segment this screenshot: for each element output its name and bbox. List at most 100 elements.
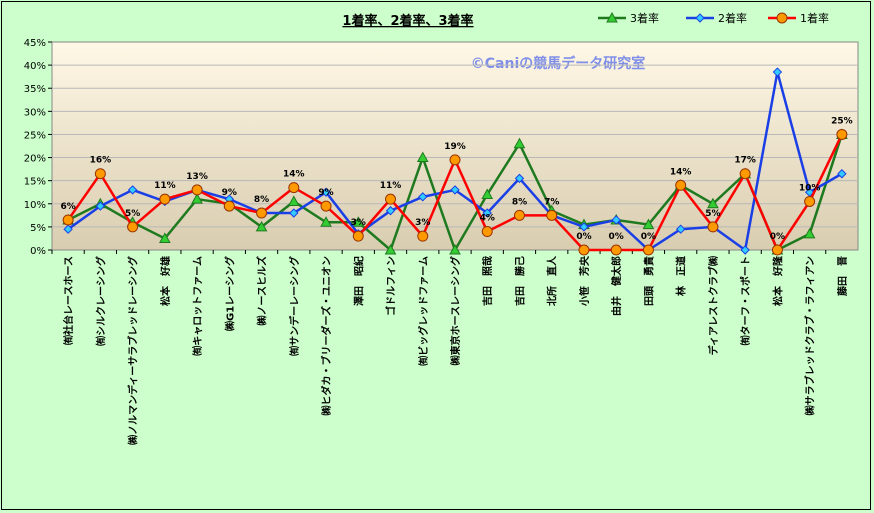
data-point-first bbox=[256, 207, 268, 219]
data-label: 25% bbox=[831, 116, 853, 126]
data-point-second bbox=[675, 224, 686, 234]
data-label: 14% bbox=[670, 167, 692, 177]
y-tick-label: 0% bbox=[30, 246, 46, 257]
data-label: 5% bbox=[125, 209, 140, 219]
y-tick-label: 20% bbox=[24, 154, 46, 165]
x-category-label: 田頭 勇貴 bbox=[642, 256, 655, 306]
legend-item-first: 1着率 bbox=[768, 11, 829, 25]
data-label: 3% bbox=[415, 218, 430, 228]
legend-label: 1着率 bbox=[800, 11, 829, 25]
x-category-label: ㈱サラブレッドクラブ・ラフィアン bbox=[804, 256, 817, 415]
data-label: 19% bbox=[444, 142, 466, 152]
data-point-third bbox=[191, 193, 203, 204]
data-point-first bbox=[288, 182, 300, 194]
data-point-first bbox=[707, 221, 719, 233]
data-point-second bbox=[772, 67, 783, 77]
x-category-label: ㈲シルクレーシング bbox=[94, 256, 107, 346]
data-point-first bbox=[546, 209, 558, 221]
chart-title: 1着率、2着率、3着率 bbox=[342, 13, 473, 29]
data-point-first bbox=[352, 230, 364, 242]
x-category-label: 藤田 晋 bbox=[836, 256, 849, 296]
x-category-label: ㈱東京ホースレーシング bbox=[449, 256, 462, 365]
legend-label: 3着率 bbox=[630, 11, 659, 25]
data-point-second bbox=[611, 215, 621, 225]
data-point-second bbox=[579, 222, 589, 232]
legend-marker bbox=[606, 11, 618, 23]
data-point-third bbox=[255, 220, 268, 232]
x-category-label: 由井 健太郎 bbox=[610, 256, 623, 316]
data-point-second bbox=[385, 206, 396, 216]
data-point-first bbox=[320, 200, 332, 212]
data-label: 11% bbox=[154, 181, 176, 191]
data-point-first bbox=[191, 184, 203, 196]
data-point-first bbox=[94, 168, 106, 180]
data-label: 0% bbox=[609, 232, 624, 242]
data-point-first bbox=[127, 221, 139, 233]
x-category-label: ㈱ノースヒルズ bbox=[256, 256, 269, 326]
data-point-first bbox=[739, 168, 751, 180]
data-point-third bbox=[287, 195, 300, 206]
y-axis: 0% 5% 10% 15% 20% 25% 30% 35% 40% 45% bbox=[24, 38, 52, 257]
data-point-first bbox=[804, 195, 816, 207]
data-point-second bbox=[289, 208, 299, 218]
data-point-third bbox=[416, 151, 429, 163]
data-point-second bbox=[514, 173, 525, 184]
data-point-third bbox=[352, 216, 365, 227]
data-point-third bbox=[642, 218, 655, 230]
data-point-second bbox=[63, 224, 73, 234]
y-tick-label: 40% bbox=[24, 61, 46, 72]
legend: 3着率 2着率 1着率 bbox=[598, 11, 829, 25]
data-point-second bbox=[482, 208, 492, 218]
x-category-label: 吉田 照哉 bbox=[481, 256, 494, 306]
x-category-label: 小笹 芳央 bbox=[578, 255, 591, 307]
data-label: 4% bbox=[480, 214, 495, 224]
x-axis: ㈲社台レースホース ㈲シルクレーシング ㈱ノルマンディーサラブレッドレーシング 松本 … bbox=[51, 250, 849, 445]
data-label: 6% bbox=[60, 202, 75, 212]
y-tick-label: 45% bbox=[24, 38, 46, 49]
x-category-label: ディアレストクラブ㈱ bbox=[707, 256, 720, 355]
data-point-second bbox=[450, 185, 460, 195]
data-label: 0% bbox=[576, 232, 591, 242]
series-first bbox=[62, 128, 848, 256]
x-category-label: 林 正道 bbox=[675, 256, 688, 296]
data-label: 0% bbox=[770, 232, 785, 242]
data-point-first bbox=[642, 244, 654, 256]
data-label: 5% bbox=[705, 209, 720, 219]
data-point-first bbox=[610, 244, 622, 256]
data-point-third bbox=[158, 232, 171, 243]
legend-item-second: 2着率 bbox=[686, 11, 747, 25]
x-category-label: ㈲ビッグレッドファーム bbox=[417, 256, 430, 366]
data-point-second bbox=[127, 185, 138, 195]
x-category-label: ㈲キャロットファーム bbox=[191, 256, 204, 356]
data-point-third bbox=[320, 216, 332, 227]
legend-marker bbox=[695, 13, 705, 23]
data-point-third bbox=[481, 188, 494, 200]
y-tick-label: 25% bbox=[24, 130, 46, 141]
x-category-label: 北所 直人 bbox=[546, 255, 559, 306]
series-group bbox=[62, 67, 848, 256]
data-label: 9% bbox=[222, 188, 237, 198]
data-label: 3% bbox=[351, 218, 366, 228]
data-label: 7% bbox=[544, 197, 559, 207]
data-point-first bbox=[675, 179, 687, 191]
data-label: 8% bbox=[512, 197, 527, 207]
data-point-second bbox=[95, 201, 106, 211]
x-category-label: ㈱G1レーシング bbox=[223, 256, 236, 331]
data-point-third bbox=[449, 243, 461, 255]
data-point-second bbox=[321, 187, 331, 197]
x-category-label: ㈱ノルマンディーサラブレッドレーシング bbox=[127, 256, 140, 445]
plot-area bbox=[51, 41, 859, 251]
data-point-first bbox=[449, 154, 461, 166]
data-point-first bbox=[771, 244, 783, 256]
data-labels: 6% 16% 5% 11% 13% 9% 8% 14% 9% 3% 11% 3% 19% 4% 8% 7% 0%… bbox=[60, 116, 852, 242]
data-point-first bbox=[836, 128, 848, 140]
data-label: 17% bbox=[734, 156, 756, 166]
x-category-label: 澤田 昭紀 bbox=[352, 256, 365, 306]
data-label: 9% bbox=[318, 188, 333, 198]
data-point-first bbox=[223, 200, 235, 212]
legend-marker bbox=[776, 12, 788, 24]
data-label: 13% bbox=[186, 172, 208, 182]
y-tick-label: 15% bbox=[24, 177, 46, 188]
data-point-first bbox=[62, 214, 74, 226]
data-point-third bbox=[707, 197, 719, 209]
